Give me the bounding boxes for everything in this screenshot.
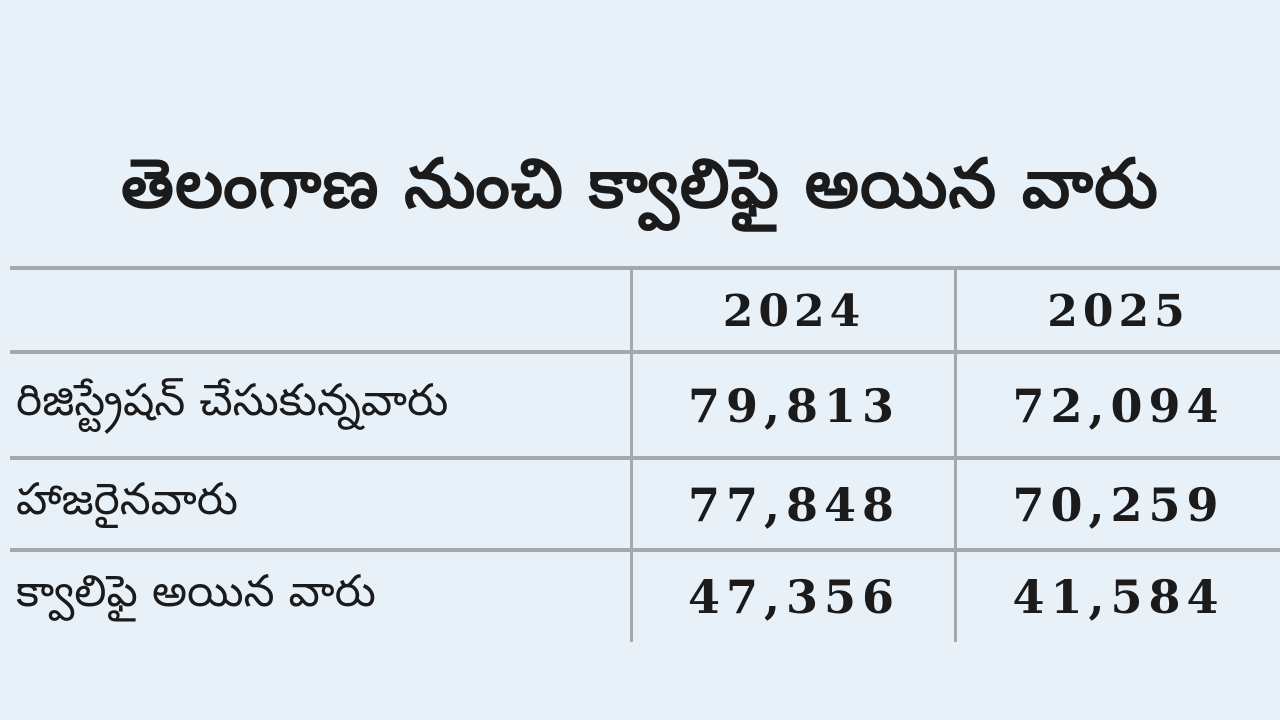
table-cell: 47,356 <box>687 570 901 624</box>
table-cell: 70,259 <box>1012 478 1225 532</box>
row-divider <box>10 548 1280 552</box>
table-top-border <box>10 266 1280 270</box>
table-cell: 79,813 <box>687 379 901 433</box>
column-header-2025: 2025 <box>1047 285 1190 337</box>
table-cell: 77,848 <box>687 478 901 532</box>
header-divider <box>10 350 1280 354</box>
table-cell: 72,094 <box>1012 379 1225 433</box>
row-label-registered: రిజిస్ట్రేషన్ చేసుకున్నవారు <box>16 375 449 426</box>
row-divider <box>10 456 1280 460</box>
data-table: 2024 2025 రిజిస్ట్రేషన్ చేసుకున్నవారు 79… <box>10 266 1280 642</box>
column-header-2024: 2024 <box>722 285 866 337</box>
table-title: తెలంగాణ నుంచి క్వాలిఫై అయిన వారు <box>121 145 1159 224</box>
table-cell: 41,584 <box>1012 570 1225 624</box>
column-divider <box>954 266 957 642</box>
row-label-qualified: క్వాలిఫై అయిన వారు <box>16 566 376 617</box>
column-divider <box>630 266 633 642</box>
row-label-attended: హాజరైనవారు <box>16 474 239 525</box>
